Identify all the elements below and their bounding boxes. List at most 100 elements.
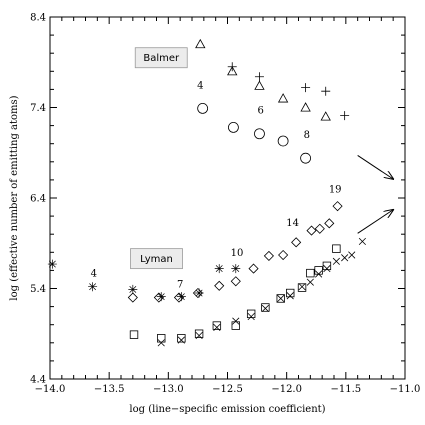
x-tick-label: −11.5	[331, 384, 362, 395]
diamond-point	[263, 250, 274, 261]
circle-point	[254, 128, 265, 140]
circle-point	[300, 152, 312, 164]
asterisk-point	[156, 292, 166, 302]
square-point	[246, 309, 256, 319]
series-labels: Balmer Lyman	[130, 47, 188, 270]
diamond-point	[291, 237, 302, 248]
cross-point	[213, 323, 221, 331]
triangle-point	[227, 65, 238, 76]
asterisk-point	[176, 292, 186, 302]
square-point	[332, 244, 341, 253]
square-point	[261, 303, 270, 312]
asterisk-point	[47, 259, 57, 269]
cross-point	[348, 251, 356, 259]
arrow	[357, 210, 394, 234]
point-annotation: 10	[231, 248, 244, 259]
asterisk-point	[214, 264, 224, 274]
triangle-point	[254, 80, 265, 90]
plus-point	[321, 86, 331, 96]
diamond-point	[324, 218, 335, 229]
x-tick-label: −12.5	[212, 384, 243, 395]
arrows	[357, 155, 394, 234]
cross-point	[195, 331, 203, 340]
asterisk-point	[88, 282, 98, 292]
point-annotation: 14	[286, 218, 299, 229]
plot-frame	[49, 16, 406, 380]
y-tick-label: 5.4	[30, 284, 46, 295]
y-tick-label: 6.4	[30, 194, 46, 205]
x-tick-label: −13.0	[153, 384, 184, 395]
x-tick-label: −13.5	[94, 384, 125, 395]
plus-point	[227, 62, 237, 72]
x-tick-label: −11.0	[390, 384, 421, 395]
axis-ticks	[49, 16, 406, 380]
diamond-point	[248, 263, 259, 274]
triangle-point	[300, 102, 311, 112]
plus-point	[301, 83, 311, 93]
diamond-point	[332, 201, 343, 212]
square-point	[231, 321, 240, 330]
series-label-text: Lyman	[140, 254, 173, 265]
cross-point	[157, 339, 165, 347]
y-tick-label: 8.4	[30, 13, 46, 24]
plus-point	[340, 111, 350, 121]
cross-point	[323, 265, 331, 273]
cross-point	[261, 304, 269, 312]
point-annotation: 6	[257, 106, 263, 117]
circle-point	[197, 103, 209, 114]
y-axis-title: log (effective number of emitting atoms)	[9, 95, 20, 300]
cross-point	[177, 336, 185, 344]
square-point	[177, 334, 186, 343]
square-point	[157, 334, 166, 343]
x-tick-label: −12.0	[271, 384, 302, 395]
annotations: 4 6 8 19 14 10 7 4	[91, 80, 342, 290]
data-points	[47, 38, 366, 347]
cross-point	[277, 294, 285, 303]
cross-point	[247, 312, 255, 321]
triangle-point	[277, 93, 289, 103]
cross-point	[232, 317, 240, 325]
square-point	[286, 288, 295, 298]
cross-point	[315, 270, 323, 278]
circle-point	[228, 122, 239, 133]
point-annotation: 19	[329, 184, 342, 195]
diamond-point	[230, 276, 241, 287]
diamond-point	[214, 280, 225, 291]
diamond-point	[306, 225, 317, 236]
cross-point	[306, 278, 314, 286]
square-point	[322, 261, 332, 271]
series-label-box	[134, 47, 188, 69]
diamond-point	[314, 223, 325, 234]
y-tick-label: 7.4	[30, 103, 46, 114]
cross-point	[358, 237, 366, 246]
point-annotation: 8	[304, 130, 310, 141]
square-point	[212, 321, 222, 330]
point-annotation: 7	[177, 279, 183, 290]
x-axis-title: log (line−specific emission coefficient)	[129, 404, 325, 415]
square-point	[129, 330, 139, 339]
asterisk-point	[194, 288, 204, 298]
asterisk-point	[231, 264, 241, 274]
tick-labels: −14.0 −13.5 −13.0 −12.5 −12.0 −11.5 −11.0 4.4 5.…	[30, 13, 420, 396]
cross-point	[298, 283, 306, 291]
point-annotation: 4	[197, 80, 203, 91]
y-tick-label: 4.4	[30, 375, 46, 386]
triangle-point	[195, 38, 206, 49]
square-point	[194, 329, 204, 338]
circle-point	[277, 135, 289, 147]
diamond-point	[127, 292, 138, 303]
cross-point	[332, 257, 340, 265]
square-point	[297, 283, 307, 292]
arrow	[357, 155, 394, 179]
point-annotation: 4	[91, 269, 97, 280]
asterisk-point	[128, 284, 138, 294]
square-point	[306, 268, 315, 278]
series-label-box	[130, 248, 183, 270]
square-point	[276, 294, 285, 303]
cross-point	[341, 254, 349, 262]
triangle-point	[320, 111, 331, 121]
plus-point	[254, 72, 264, 82]
cross-point	[286, 292, 294, 300]
series-label-text: Balmer	[143, 53, 180, 64]
